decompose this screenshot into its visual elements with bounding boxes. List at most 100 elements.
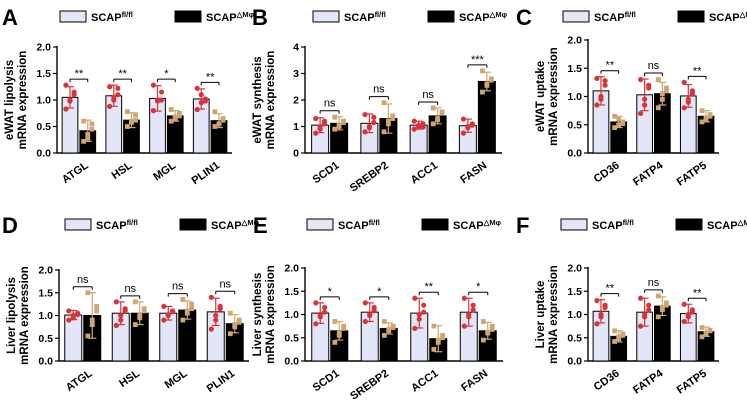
data-point [94,308,100,314]
legend-sup-1: △Mφ [483,218,502,227]
data-point [484,81,490,87]
y-axis-label-line-1: mRNA expression [265,51,277,150]
data-point [707,112,713,117]
y-tick-label: 1.5 [567,286,582,298]
legend-name-1: SCAP [211,220,242,232]
y-tick-label: 0.5 [567,332,582,344]
y-axis-label-line-0: eWAT uptake [535,61,547,132]
x-tick-label: SREBP2 [348,160,391,195]
data-point [89,322,95,327]
x-tick-label: FASN [458,159,489,186]
data-point [430,121,436,127]
data-point [431,323,437,329]
legend-swatch-0 [562,10,590,23]
legend-label-1: SCAP△Mφ [453,218,502,232]
x-tick-label: PLIN1 [190,160,222,188]
legend-label-0: SCAPfl/fl [592,218,634,232]
x-tick-label-group: ACC1 [409,160,440,187]
data-point [703,115,709,121]
x-tick-label-group: FATP4 [631,159,666,189]
data-point [480,337,486,343]
data-point [386,326,392,332]
y-axis-label-line-0: eWAT lipolysis [4,60,16,140]
legend-sup-1: △Mφ [737,218,747,227]
sig-label: ns [373,84,385,96]
y-tick-label: 1 [293,121,299,133]
data-point [655,314,661,320]
y-axis-label-line-1: mRNA expression [17,51,29,150]
data-point [616,116,622,122]
x-tick-label-group: FASN [459,367,490,394]
data-point [332,126,338,132]
data-point [637,323,644,329]
data-point [612,125,618,130]
data-point [371,119,377,126]
data-point [321,121,328,127]
data-point [313,300,319,306]
legend-swatch-0 [59,10,87,23]
data-point [85,290,91,296]
data-point [94,304,100,309]
data-point [381,319,387,324]
data-point [362,318,368,325]
data-point [208,294,214,300]
data-point [154,98,161,104]
data-point [439,109,445,115]
data-point [689,91,695,97]
legend-sup-0: fl/fl [375,10,386,19]
data-point [416,316,422,322]
data-point [362,111,368,118]
x-tick-label-group: ACC1 [409,368,440,395]
data-point [313,115,319,122]
x-tick-label: SCD1 [311,368,342,395]
data-point [371,308,377,314]
data-point [75,311,81,318]
data-point [317,126,323,132]
data-point [703,330,709,336]
data-point [431,346,437,352]
x-tick-label: SCD1 [311,160,342,187]
sig-label: ** [606,283,615,295]
data-point [212,124,218,129]
data-point [612,328,618,334]
x-tick-label: MGL [163,367,190,391]
data-point [198,100,204,106]
data-point [367,312,373,319]
legend-label-1: SCAP△Mφ [709,10,747,24]
data-point [227,310,233,316]
data-point [137,315,143,321]
data-point [115,85,121,91]
data-point [150,82,157,88]
legend-name-1: SCAP [459,12,490,24]
data-point [118,312,124,319]
legend-sup-1: △Mφ [236,10,255,19]
data-point [659,91,665,97]
data-point [659,96,665,102]
data-point [341,323,347,329]
data-point [620,121,626,127]
data-point [488,77,494,83]
data-point [322,304,328,311]
data-point [66,317,72,323]
data-point [602,78,608,84]
x-tick-label: FATP4 [631,159,666,189]
data-point [466,311,472,318]
data-point [412,325,418,332]
x-tick-label-group: MGL [151,159,178,183]
sig-label: *** [471,54,485,66]
y-axis-label: eWAT synthesis mRNA expression [252,51,277,150]
data-point [158,89,165,95]
data-point [655,293,661,299]
data-point [180,317,186,323]
panel-letter: F [516,213,529,238]
y-axis-label-line-0: Liver uptake [535,281,547,349]
y-tick-label: 2 [293,95,299,107]
data-point [681,79,687,85]
y-tick-label: 1.5 [567,63,582,75]
data-point [598,96,604,102]
